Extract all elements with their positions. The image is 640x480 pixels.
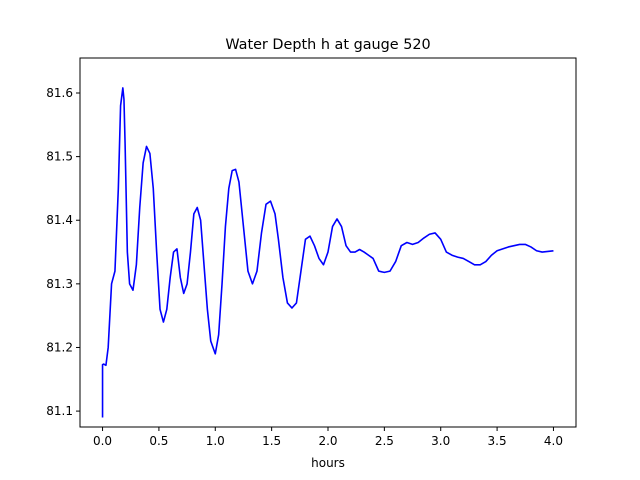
y-tick-label: 81.2 — [46, 340, 73, 354]
x-tick-label: 1.5 — [262, 434, 281, 448]
chart-title: Water Depth h at gauge 520 — [225, 37, 430, 53]
y-tick-label: 81.6 — [46, 86, 73, 100]
x-tick-label: 0.0 — [93, 434, 112, 448]
x-tick-label: 2.0 — [318, 434, 337, 448]
x-tick-label: 0.5 — [149, 434, 168, 448]
x-tick-label: 2.5 — [375, 434, 394, 448]
y-tick-label: 81.4 — [46, 213, 73, 227]
x-tick-label: 1.0 — [206, 434, 225, 448]
y-tick-label: 81.5 — [46, 150, 73, 164]
x-tick-label: 4.0 — [544, 434, 563, 448]
y-axis: 81.1 81.2 81.3 81.4 81.5 81.6 — [46, 86, 80, 418]
x-tick-label: 3.5 — [488, 434, 507, 448]
series-line — [101, 87, 554, 418]
x-tick-label: 3.0 — [431, 434, 450, 448]
x-axis: 0.0 0.5 1.0 1.5 2.0 2.5 3.0 3.5 4.0 — [93, 427, 563, 448]
y-tick-label: 81.1 — [46, 404, 73, 418]
y-tick-label: 81.3 — [46, 277, 73, 291]
x-axis-label: hours — [311, 456, 345, 470]
